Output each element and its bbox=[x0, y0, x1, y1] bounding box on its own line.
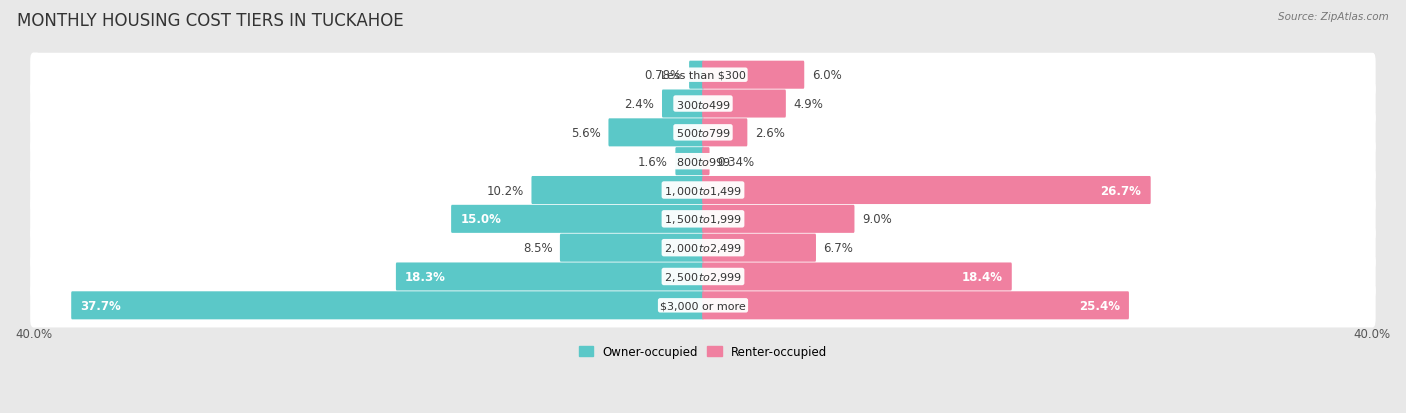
FancyBboxPatch shape bbox=[35, 169, 1376, 212]
Text: $300 to $499: $300 to $499 bbox=[675, 98, 731, 110]
FancyBboxPatch shape bbox=[560, 234, 704, 262]
FancyBboxPatch shape bbox=[702, 90, 786, 118]
FancyBboxPatch shape bbox=[35, 111, 1376, 155]
Text: 6.0%: 6.0% bbox=[811, 69, 842, 82]
FancyBboxPatch shape bbox=[35, 197, 1376, 241]
FancyBboxPatch shape bbox=[396, 263, 704, 291]
FancyBboxPatch shape bbox=[675, 148, 704, 176]
Text: 2.6%: 2.6% bbox=[755, 126, 785, 140]
FancyBboxPatch shape bbox=[30, 82, 1376, 126]
FancyBboxPatch shape bbox=[451, 205, 704, 233]
FancyBboxPatch shape bbox=[531, 176, 704, 204]
FancyBboxPatch shape bbox=[702, 263, 1012, 291]
FancyBboxPatch shape bbox=[35, 226, 1376, 270]
Text: 37.7%: 37.7% bbox=[80, 299, 121, 312]
FancyBboxPatch shape bbox=[702, 62, 804, 90]
Text: 10.2%: 10.2% bbox=[486, 184, 524, 197]
FancyBboxPatch shape bbox=[609, 119, 704, 147]
FancyBboxPatch shape bbox=[35, 82, 1376, 126]
Text: 6.7%: 6.7% bbox=[824, 242, 853, 254]
FancyBboxPatch shape bbox=[702, 292, 1129, 320]
Text: 5.6%: 5.6% bbox=[571, 126, 600, 140]
FancyBboxPatch shape bbox=[30, 283, 1376, 328]
FancyBboxPatch shape bbox=[30, 169, 1376, 213]
Text: $500 to $799: $500 to $799 bbox=[675, 127, 731, 139]
FancyBboxPatch shape bbox=[662, 90, 704, 118]
Text: Source: ZipAtlas.com: Source: ZipAtlas.com bbox=[1278, 12, 1389, 22]
Text: 26.7%: 26.7% bbox=[1101, 184, 1142, 197]
FancyBboxPatch shape bbox=[702, 148, 710, 176]
FancyBboxPatch shape bbox=[702, 234, 815, 262]
Text: $2,000 to $2,499: $2,000 to $2,499 bbox=[664, 242, 742, 254]
Text: 0.78%: 0.78% bbox=[644, 69, 682, 82]
FancyBboxPatch shape bbox=[35, 140, 1376, 183]
FancyBboxPatch shape bbox=[30, 53, 1376, 97]
Text: 25.4%: 25.4% bbox=[1078, 299, 1119, 312]
FancyBboxPatch shape bbox=[30, 140, 1376, 184]
FancyBboxPatch shape bbox=[35, 255, 1376, 299]
Text: 1.6%: 1.6% bbox=[638, 155, 668, 168]
FancyBboxPatch shape bbox=[35, 53, 1376, 97]
Text: Less than $300: Less than $300 bbox=[661, 71, 745, 81]
Text: MONTHLY HOUSING COST TIERS IN TUCKAHOE: MONTHLY HOUSING COST TIERS IN TUCKAHOE bbox=[17, 12, 404, 30]
FancyBboxPatch shape bbox=[689, 62, 704, 90]
Text: 9.0%: 9.0% bbox=[862, 213, 891, 226]
Legend: Owner-occupied, Renter-occupied: Owner-occupied, Renter-occupied bbox=[574, 341, 832, 363]
Text: 0.34%: 0.34% bbox=[717, 155, 754, 168]
FancyBboxPatch shape bbox=[72, 292, 704, 320]
Text: 18.3%: 18.3% bbox=[405, 271, 446, 283]
Text: 15.0%: 15.0% bbox=[460, 213, 501, 226]
FancyBboxPatch shape bbox=[30, 111, 1376, 155]
FancyBboxPatch shape bbox=[30, 226, 1376, 270]
Text: 2.4%: 2.4% bbox=[624, 98, 654, 111]
FancyBboxPatch shape bbox=[30, 197, 1376, 242]
Text: $800 to $999: $800 to $999 bbox=[675, 156, 731, 168]
Text: $2,500 to $2,999: $2,500 to $2,999 bbox=[664, 271, 742, 283]
Text: $1,500 to $1,999: $1,500 to $1,999 bbox=[664, 213, 742, 226]
Text: $1,000 to $1,499: $1,000 to $1,499 bbox=[664, 184, 742, 197]
FancyBboxPatch shape bbox=[35, 283, 1376, 328]
Text: $3,000 or more: $3,000 or more bbox=[661, 301, 745, 311]
Text: 4.9%: 4.9% bbox=[793, 98, 824, 111]
Text: 18.4%: 18.4% bbox=[962, 271, 1002, 283]
FancyBboxPatch shape bbox=[702, 119, 748, 147]
FancyBboxPatch shape bbox=[702, 205, 855, 233]
FancyBboxPatch shape bbox=[702, 176, 1150, 204]
FancyBboxPatch shape bbox=[30, 255, 1376, 299]
Text: 8.5%: 8.5% bbox=[523, 242, 553, 254]
